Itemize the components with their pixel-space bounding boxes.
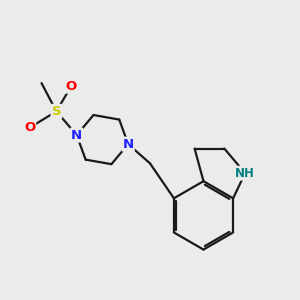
Text: N: N [71,129,82,142]
Text: N: N [123,138,134,151]
Text: O: O [24,121,35,134]
Text: NH: NH [235,167,255,180]
Text: S: S [52,105,61,118]
Text: O: O [66,80,77,93]
